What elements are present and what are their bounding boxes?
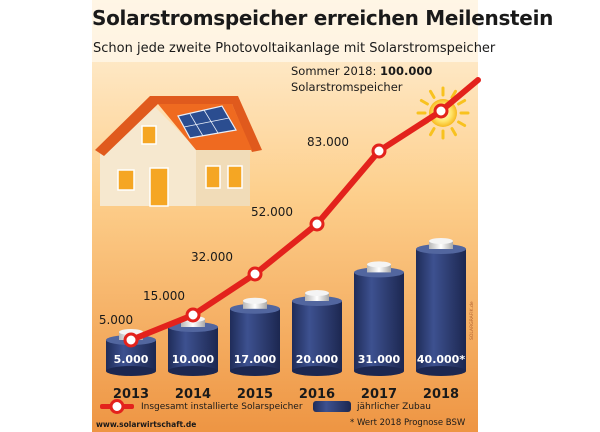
sun-ray [457,120,467,127]
legend-line-label: Insgesamt installierte Solarspeicher [141,402,303,412]
background [92,0,478,432]
milestone-value: 100.000 [380,64,433,78]
line-point-2013 [123,332,139,348]
bar-bottom [292,366,342,376]
bar-cap [429,241,453,249]
line-point-2018 [433,103,449,119]
line-point-2015 [247,266,263,282]
sun-ray [419,99,429,106]
line-point-2017 [371,143,387,159]
website-link[interactable]: www.solarwirtschaft.de [96,420,197,429]
bar-2015: 17.000 2015 [230,297,280,402]
bar-value-label: 17.000 [234,353,277,366]
bar-cap [181,319,205,327]
bar-value-label: 40.000* [417,353,465,366]
sun-ray [450,127,457,137]
sun-ray [429,127,436,137]
credit: SOLARGRAFIK.de [470,301,475,340]
bar-value-label: 31.000 [358,353,401,366]
legend [100,399,351,414]
bar-series: 5.000 2013 10.000 2014 17.000 2015 20.000 2016 3… [106,238,466,402]
bar-body [230,308,280,371]
line-value-label: 32.000 [191,250,233,264]
bar-value-label: 5.000 [114,353,149,366]
line-point-2016 [309,216,325,232]
sun-ray [429,89,436,99]
bar-bottom [106,366,156,376]
x-tick-label: 2016 [299,387,335,402]
bar-body [416,249,466,371]
line-value-label: 15.000 [143,289,185,303]
bar-2016: 20.000 2016 [292,290,342,402]
legend-bar-swatch [313,401,351,412]
bar-cap [243,300,267,309]
bar-2017: 31.000 2017 [354,261,404,402]
bar-value-label: 20.000 [296,353,339,366]
x-tick-label: 2013 [113,387,149,402]
milestone-annotation-line2: Solarstromspeicher [291,80,403,94]
bar-cap-top [119,329,143,335]
bar-body [292,301,342,371]
bar-cap [367,264,391,273]
legend-line-marker [109,399,125,414]
line-value-label: 5.000 [99,313,133,327]
bar-cap-top [367,261,391,268]
x-tick-label: 2015 [237,387,273,402]
bar-bottom [416,366,466,376]
page-subtitle: Schon jede zweite Photovoltaikanlage mit… [93,41,496,56]
sun-ray [457,99,467,106]
bar-value-label: 10.000 [172,353,215,366]
bar-bottom [168,366,218,376]
x-tick-label: 2017 [361,387,397,402]
bar-cap [305,293,329,301]
x-tick-label: 2018 [423,387,459,402]
bar-body [168,327,218,371]
header-band [92,0,478,62]
x-tick-label: 2014 [175,387,211,402]
bar-2018: 40.000* 2018 [416,238,466,402]
milestone-prefix: Sommer 2018: [291,64,380,78]
bar-cap-top [305,290,329,296]
footnote: * Wert 2018 Prognose BSW [350,418,466,428]
legend-bar-label: jährlicher Zubau [357,402,431,412]
line-value-label: 52.000 [251,205,293,219]
bar-cap-top [243,297,267,304]
line-series: 5.000 15.000 32.000 52.000 83.000 [99,77,481,348]
bar-bottom [230,366,280,376]
bar-bottom [354,366,404,376]
bar-body [354,272,404,371]
line-value-label: 83.000 [307,135,349,149]
sun-ray [450,89,457,99]
line-point-2014 [185,307,201,323]
house-illustration [95,96,262,207]
bar-2014: 10.000 2014 [168,316,218,402]
bar-2013: 5.000 2013 [106,329,156,402]
bar-cap-top [429,238,453,244]
page-title: Solarstromspeicher erreichen Meilenstein [92,6,554,30]
milestone-annotation: Sommer 2018: 100.000 [291,64,432,78]
